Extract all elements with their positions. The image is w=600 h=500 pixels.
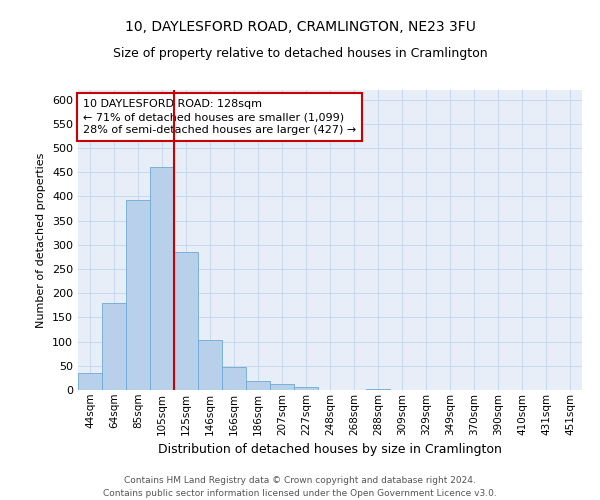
Text: 10, DAYLESFORD ROAD, CRAMLINGTON, NE23 3FU: 10, DAYLESFORD ROAD, CRAMLINGTON, NE23 3… (125, 20, 475, 34)
Bar (198, 340, 222, 390)
Bar (102, 303, 126, 390)
Y-axis label: Number of detached properties: Number of detached properties (37, 152, 46, 328)
X-axis label: Distribution of detached houses by size in Cramlington: Distribution of detached houses by size … (158, 443, 502, 456)
Bar (174, 252, 198, 390)
Text: 10 DAYLESFORD ROAD: 128sqm
← 71% of detached houses are smaller (1,099)
28% of s: 10 DAYLESFORD ROAD: 128sqm ← 71% of deta… (83, 99, 356, 136)
Bar (78, 373, 102, 390)
Bar (126, 200, 150, 390)
Bar (150, 168, 174, 390)
Bar (246, 382, 270, 390)
Text: Size of property relative to detached houses in Cramlington: Size of property relative to detached ho… (113, 48, 487, 60)
Bar (366, 389, 390, 390)
Bar (222, 368, 246, 390)
Bar (270, 384, 294, 390)
Bar (294, 386, 318, 390)
Text: Contains HM Land Registry data © Crown copyright and database right 2024.
Contai: Contains HM Land Registry data © Crown c… (103, 476, 497, 498)
